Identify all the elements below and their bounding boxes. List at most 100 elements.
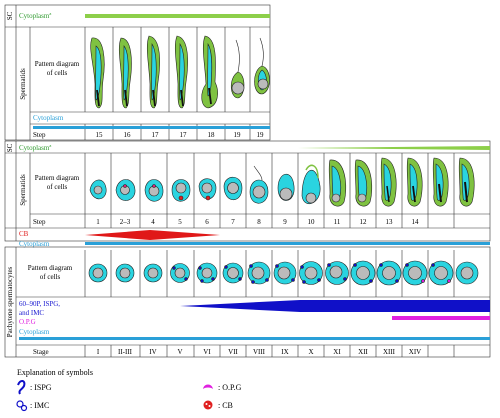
spermatocyte-cell bbox=[402, 260, 428, 286]
marker-label-line1: 60–90P, ISPG, bbox=[19, 300, 60, 308]
spermatocyte-cell bbox=[143, 263, 163, 283]
stage-cell: VI bbox=[203, 348, 211, 356]
spermatid-cell bbox=[198, 178, 217, 201]
stage-cell: I bbox=[97, 348, 100, 356]
step-cell: 15 bbox=[96, 131, 104, 139]
spermatid-cell bbox=[146, 35, 160, 109]
middle-cell-drawings bbox=[89, 157, 475, 207]
spermatocyte-cell bbox=[455, 261, 479, 285]
step-cell: 2–3 bbox=[120, 218, 131, 226]
spermatocyte-cell bbox=[170, 263, 190, 283]
spermatocyte-cell bbox=[428, 260, 454, 286]
spermatid-cell bbox=[118, 37, 132, 109]
cytoplasm-green-bar bbox=[85, 14, 270, 18]
legend-item-ispg: : ISPG bbox=[17, 380, 52, 395]
spermatid-cell bbox=[277, 173, 295, 201]
legend-item-cb: : CB bbox=[203, 400, 233, 410]
stage-cell: XII bbox=[358, 348, 368, 356]
stage-cell: V bbox=[177, 348, 182, 356]
step-cell: 6 bbox=[205, 218, 209, 226]
sc-label: SC bbox=[6, 11, 14, 20]
spermatid-cell bbox=[230, 39, 245, 99]
stage-cell: XI bbox=[333, 348, 341, 356]
stage-cell: XIII bbox=[383, 348, 396, 356]
spermatocyte-cell bbox=[88, 263, 108, 283]
marker-bar bbox=[180, 300, 490, 312]
legend-item-imc: : IMC bbox=[16, 400, 49, 412]
step-cell: 18 bbox=[208, 131, 216, 139]
imc-icon bbox=[16, 400, 28, 412]
stage-cell: IV bbox=[149, 348, 156, 356]
pattern-label-line1: Pattern diagram bbox=[35, 174, 80, 182]
legend-label: : CB bbox=[218, 401, 233, 410]
legend: Explanation of symbols : ISPG : IMC : O.… bbox=[16, 368, 242, 412]
spermatid-cell bbox=[174, 35, 188, 109]
top-cell-drawings bbox=[90, 35, 270, 109]
cytoplasm-blue-label: Cytoplasm bbox=[19, 328, 50, 336]
step-cell: 5 bbox=[178, 218, 182, 226]
spermatid-cell bbox=[223, 176, 243, 201]
pattern-label-line2: of cells bbox=[47, 183, 68, 191]
spermatid-cell bbox=[254, 37, 270, 95]
pattern-label-line2: of cells bbox=[47, 69, 68, 77]
stage-label: Stage bbox=[33, 348, 49, 356]
spermatid-cell bbox=[249, 165, 269, 204]
spermatid-cell bbox=[89, 179, 107, 200]
legend-title: Explanation of symbols bbox=[17, 368, 93, 377]
step-cell: 12 bbox=[360, 218, 368, 226]
cytoplasm-green-bar bbox=[298, 146, 490, 150]
spermatocyte-cell bbox=[247, 261, 271, 285]
step-label: Step bbox=[33, 131, 46, 139]
stage-cell: VII bbox=[228, 348, 238, 356]
cytoplasm-green-label: Cytoplasma bbox=[19, 143, 51, 152]
step-cell: 4 bbox=[151, 218, 155, 226]
cb-bar bbox=[85, 230, 220, 240]
pattern-label-line1: Pattern diagram bbox=[28, 264, 73, 272]
spermatocyte-cell bbox=[196, 262, 218, 284]
step-label: Step bbox=[33, 218, 46, 226]
step-cell: 8 bbox=[257, 218, 261, 226]
step-cell: 9 bbox=[283, 218, 287, 226]
stage-cell: XIV bbox=[409, 348, 421, 356]
spermatocyte-cell bbox=[376, 260, 402, 286]
step-cell: 17 bbox=[180, 131, 188, 139]
stage-cell: X bbox=[308, 348, 313, 356]
stage-cell: VIII bbox=[253, 348, 266, 356]
cytoplasm-blue-bar bbox=[85, 242, 490, 245]
spermatids-label: Spermatids bbox=[19, 174, 27, 206]
cytoplasm-blue-bar bbox=[19, 337, 490, 340]
stage-cell: II-III bbox=[118, 348, 133, 356]
legend-label: : IMC bbox=[30, 401, 49, 410]
step-cell: 19 bbox=[257, 131, 265, 139]
ispg-icon bbox=[17, 380, 26, 395]
cytoplasm-blue-bar bbox=[33, 126, 270, 129]
legend-item-opg: : O.P.G bbox=[203, 383, 242, 392]
cb-icon bbox=[203, 400, 213, 410]
spermatid-cell bbox=[432, 157, 449, 207]
step-cell: 17 bbox=[152, 131, 160, 139]
spermatocyte-cell bbox=[350, 260, 376, 286]
opg-bar bbox=[392, 316, 490, 320]
spermatid-cell bbox=[328, 159, 347, 207]
spermatids-label: Spermatids bbox=[19, 68, 27, 100]
spermatocyte-cell bbox=[325, 261, 349, 285]
step-cell: 11 bbox=[334, 218, 341, 226]
step-cell: 10 bbox=[308, 218, 316, 226]
spermatid-cell bbox=[90, 37, 105, 109]
step-cell: 13 bbox=[386, 218, 394, 226]
top-section: SC Cytoplasma Spermatids Pattern diagram… bbox=[4, 4, 271, 141]
step-cell: 1 bbox=[96, 218, 100, 226]
spermatid-cell bbox=[301, 164, 321, 205]
step-cell: 19 bbox=[234, 131, 242, 139]
step-cell: 7 bbox=[231, 218, 235, 226]
spermatocyte-cell bbox=[222, 262, 244, 284]
bottom-section: Pachytene spermatocytes Pattern diagram … bbox=[4, 246, 491, 358]
step-cell: 16 bbox=[124, 131, 132, 139]
spermatocyte-cell bbox=[115, 263, 135, 283]
spermatid-cell bbox=[354, 159, 373, 207]
spermatocyte-cell bbox=[273, 261, 297, 285]
spermatid-cell bbox=[406, 157, 423, 207]
spermatid-cell bbox=[458, 157, 475, 207]
legend-label: : ISPG bbox=[30, 383, 52, 392]
